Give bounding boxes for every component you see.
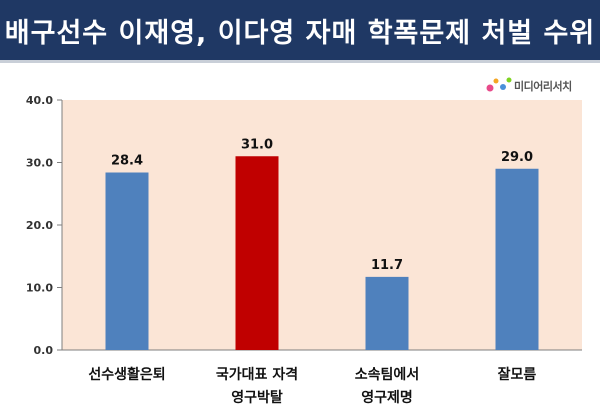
y-tick-label: 30.0	[26, 157, 53, 170]
bar	[235, 156, 279, 350]
x-tick-label: 국가대표 자격	[216, 366, 298, 383]
x-tick-label: 영구박탈	[231, 389, 283, 406]
y-tick-label: 20.0	[26, 219, 53, 232]
bar	[105, 172, 149, 350]
logo-wordmark: 미디어리서치	[514, 80, 572, 93]
data-label: 31.0	[241, 137, 273, 152]
data-label: 28.4	[111, 154, 143, 169]
x-tick-label: 잘모름	[498, 367, 537, 383]
x-tick-label: 선수생활은퇴	[88, 366, 165, 383]
title-bar: 배구선수 이재영, 이다영 자매 학폭문제 처벌 수위	[0, 0, 600, 60]
title-divider	[0, 60, 600, 63]
data-label: 29.0	[501, 150, 533, 165]
y-tick-label: 0.0	[34, 344, 54, 357]
plot-area	[62, 100, 582, 350]
logo: 미디어리서치	[484, 72, 584, 98]
x-tick-label: 소속팀에서	[355, 367, 419, 383]
y-tick-label: 10.0	[26, 282, 53, 295]
data-label: 11.7	[371, 258, 403, 273]
bar	[495, 168, 539, 350]
x-tick-label: 영구제명	[361, 389, 413, 406]
chart-title: 배구선수 이재영, 이다영 자매 학폭문제 처벌 수위	[4, 17, 596, 49]
y-tick-label: 40.0	[26, 94, 53, 107]
bar	[365, 276, 409, 350]
logo-dots-icon	[486, 77, 512, 92]
